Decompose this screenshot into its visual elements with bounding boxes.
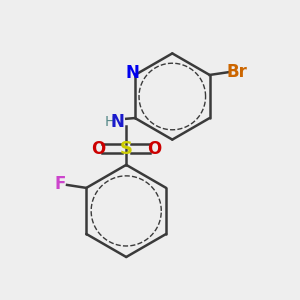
Text: S: S	[120, 140, 133, 158]
Text: O: O	[147, 140, 162, 158]
Text: O: O	[91, 140, 105, 158]
Text: Br: Br	[227, 63, 248, 81]
Text: F: F	[55, 175, 66, 193]
Text: N: N	[111, 113, 125, 131]
Text: H: H	[105, 115, 115, 129]
Text: N: N	[126, 64, 140, 82]
